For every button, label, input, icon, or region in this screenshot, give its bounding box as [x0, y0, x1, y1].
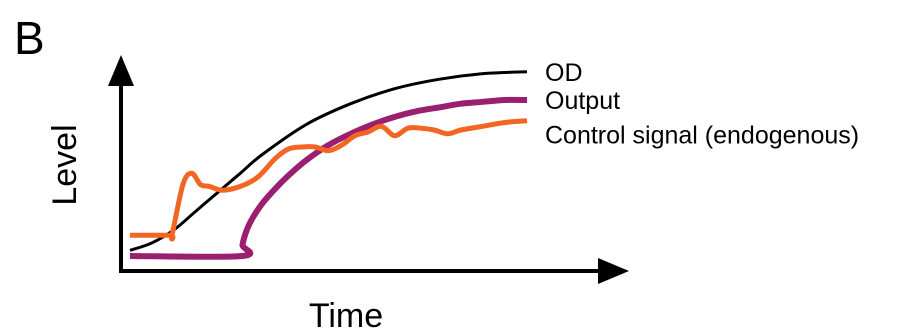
y-axis-arrowhead — [108, 55, 134, 86]
series-line-output — [129, 96, 528, 260]
y-axis-title: Level — [46, 124, 84, 205]
x-axis-arrowhead — [598, 258, 629, 284]
series-label-output: Output — [545, 87, 620, 115]
series-label-od: OD — [545, 59, 583, 87]
series-layer — [129, 70, 528, 260]
panel-letter: B — [14, 12, 45, 64]
series-label-control-signal-endogenous: Control signal (endogenous) — [545, 122, 859, 150]
x-axis-title: Time — [309, 297, 383, 333]
series-line-od — [129, 70, 528, 252]
series-line-control-signal-endogenous — [130, 118, 528, 242]
